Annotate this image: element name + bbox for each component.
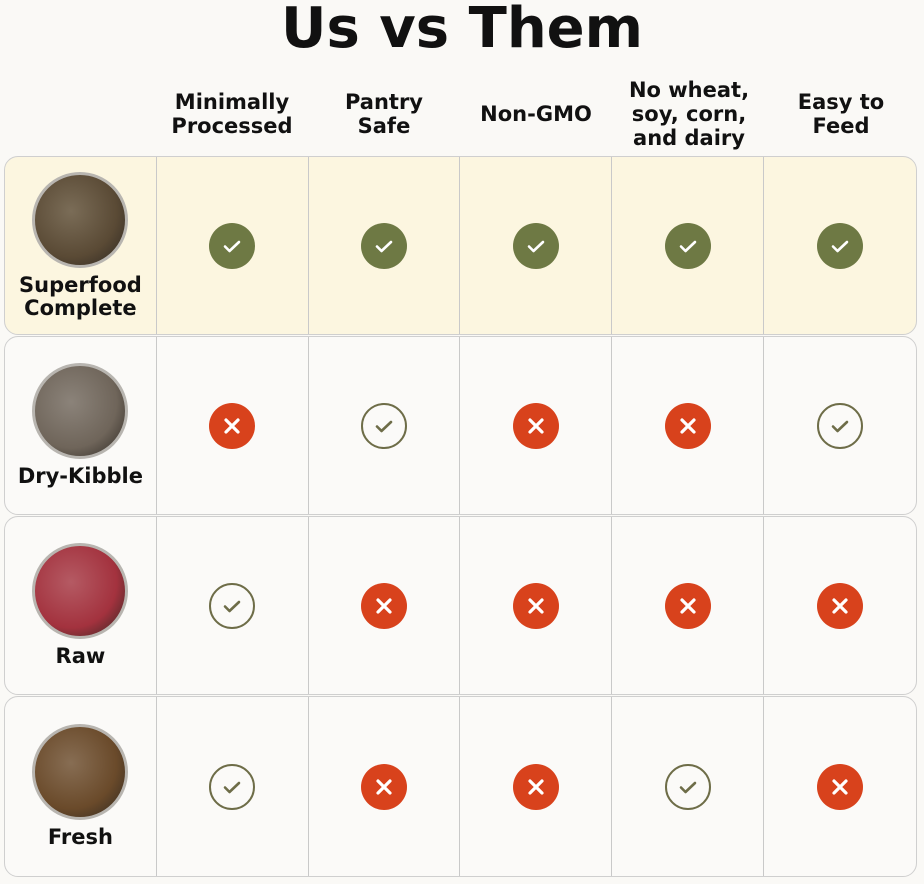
page-title: Us vs Them <box>280 0 644 61</box>
food-bowl-image <box>32 363 129 459</box>
comparison-cell <box>460 157 613 334</box>
table-row: Fresh <box>4 696 917 877</box>
row-label: Superfood Complete <box>19 272 142 320</box>
comparison-cell <box>309 517 461 694</box>
x-circle-icon <box>512 582 559 629</box>
comparison-cell <box>612 697 765 876</box>
food-bowl-image <box>32 724 129 820</box>
x-circle-icon <box>664 582 711 629</box>
comparison-cell <box>460 337 613 514</box>
row-label-cell: Fresh <box>5 697 157 876</box>
column-header: Minimally Processed <box>171 90 293 138</box>
check-circle-outline-icon <box>817 402 864 449</box>
x-circle-icon <box>664 402 711 449</box>
row-label: Raw <box>55 644 106 668</box>
comparison-cell <box>309 337 461 514</box>
row-label: Dry-Kibble <box>17 464 143 488</box>
comparison-cell <box>309 697 461 876</box>
check-circle-filled-icon <box>209 222 256 269</box>
row-label-cell: Dry-Kibble <box>5 337 157 514</box>
table-row: Superfood Complete <box>4 156 917 335</box>
comparison-cell <box>764 517 916 694</box>
comparison-cell <box>157 157 309 334</box>
x-circle-icon <box>361 763 408 810</box>
column-header: Non-GMO <box>480 102 592 126</box>
x-circle-icon <box>512 402 559 449</box>
check-circle-filled-icon <box>664 222 711 269</box>
table-row: Raw <box>4 516 917 695</box>
x-circle-icon <box>817 582 864 629</box>
food-bowl-image <box>32 543 129 639</box>
comparison-cell <box>612 157 765 334</box>
column-header: Easy to Feed <box>797 90 885 138</box>
check-circle-filled-icon <box>817 222 864 269</box>
check-circle-outline-icon <box>361 402 408 449</box>
comparison-cell <box>460 697 613 876</box>
comparison-cell <box>157 337 309 514</box>
check-circle-outline-icon <box>664 763 711 810</box>
comparison-cell <box>612 337 765 514</box>
row-label-cell: Raw <box>5 517 157 694</box>
x-circle-icon <box>209 402 256 449</box>
check-circle-outline-icon <box>209 582 256 629</box>
column-header: No wheat, soy, corn, and dairy <box>628 78 750 150</box>
comparison-cell <box>460 517 613 694</box>
comparison-cell <box>764 697 916 876</box>
x-circle-icon <box>817 763 864 810</box>
food-bowl-image <box>32 171 129 268</box>
comparison-cell <box>309 157 461 334</box>
comparison-cell <box>764 157 916 334</box>
row-label: Fresh <box>47 825 113 849</box>
check-circle-filled-icon <box>361 222 408 269</box>
check-circle-filled-icon <box>512 222 559 269</box>
comparison-cell <box>157 697 309 876</box>
x-circle-icon <box>361 582 408 629</box>
row-label-cell: Superfood Complete <box>5 157 157 334</box>
column-header: Pantry Safe <box>344 90 424 138</box>
comparison-cell <box>764 337 916 514</box>
table-row: Dry-Kibble <box>4 336 917 515</box>
comparison-cell <box>612 517 765 694</box>
check-circle-outline-icon <box>209 763 256 810</box>
comparison-cell <box>157 517 309 694</box>
x-circle-icon <box>512 763 559 810</box>
